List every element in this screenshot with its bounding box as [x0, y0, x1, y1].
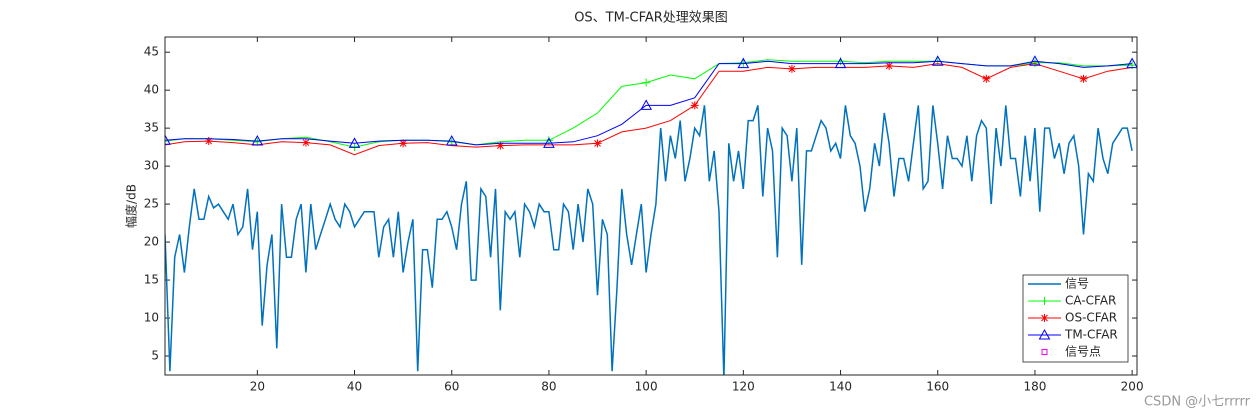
marker	[787, 64, 796, 73]
marker	[982, 74, 991, 83]
marker	[399, 139, 408, 148]
legend-label: TM-CFAR	[1064, 328, 1118, 342]
x-tick-label: 120	[732, 380, 755, 394]
series-layer	[165, 55, 1137, 375]
x-tick-label: 40	[347, 380, 362, 394]
marker	[496, 141, 505, 150]
marker	[1038, 328, 1051, 340]
marker	[1079, 74, 1088, 83]
marker	[642, 78, 651, 87]
y-tick-label: 5	[151, 349, 159, 363]
watermark: CSDN @小七rrrrr	[1144, 395, 1251, 410]
marker	[348, 137, 361, 148]
marker	[834, 57, 847, 69]
legend-label: 信号	[1065, 277, 1089, 291]
x-tick-label: 80	[541, 380, 556, 394]
y-tick-label: 10	[144, 311, 159, 325]
chart-title: OS、TM-CFAR处理效果图	[574, 11, 728, 26]
axes-box	[164, 36, 1138, 376]
x-tick-label: 60	[444, 380, 459, 394]
series-line	[165, 63, 1133, 156]
x-tick-label: 160	[926, 380, 949, 394]
y-axis-label: 幅度/dB	[124, 184, 139, 228]
marker	[885, 61, 894, 70]
series-line	[165, 105, 1133, 375]
x-tick-label: 180	[1023, 380, 1046, 394]
marker	[1029, 55, 1041, 66]
marker	[445, 135, 458, 146]
marker	[1040, 314, 1049, 322]
marker	[593, 139, 602, 148]
marker	[640, 99, 652, 110]
marker	[251, 135, 264, 146]
x-tick-label: 100	[635, 380, 658, 394]
y-tick-label: 25	[144, 197, 159, 211]
marker	[1126, 57, 1137, 69]
marker	[931, 55, 944, 66]
marker	[690, 101, 699, 110]
y-tick-label: 15	[144, 273, 159, 287]
y-tick-label: 40	[144, 83, 159, 97]
y-tick-label: 30	[144, 159, 159, 173]
plot-area	[165, 37, 1137, 375]
legend-label: 信号点	[1065, 345, 1101, 359]
marker	[1040, 297, 1049, 305]
x-tick-label: 200	[1121, 380, 1144, 394]
series-line	[165, 60, 1133, 146]
legend-label: CA-CFAR	[1065, 294, 1116, 308]
y-tick-label: 20	[144, 235, 159, 249]
legend-label: OS-CFAR	[1065, 311, 1117, 325]
y-tick-label: 45	[144, 45, 159, 59]
x-tick-label: 20	[250, 380, 265, 394]
x-tick-label: 140	[829, 380, 852, 394]
y-tick-label: 35	[144, 121, 159, 135]
marker	[543, 137, 555, 148]
marker	[1041, 349, 1048, 355]
marker	[165, 134, 171, 145]
marker	[301, 138, 310, 147]
marker	[737, 57, 750, 69]
marker	[204, 137, 213, 146]
